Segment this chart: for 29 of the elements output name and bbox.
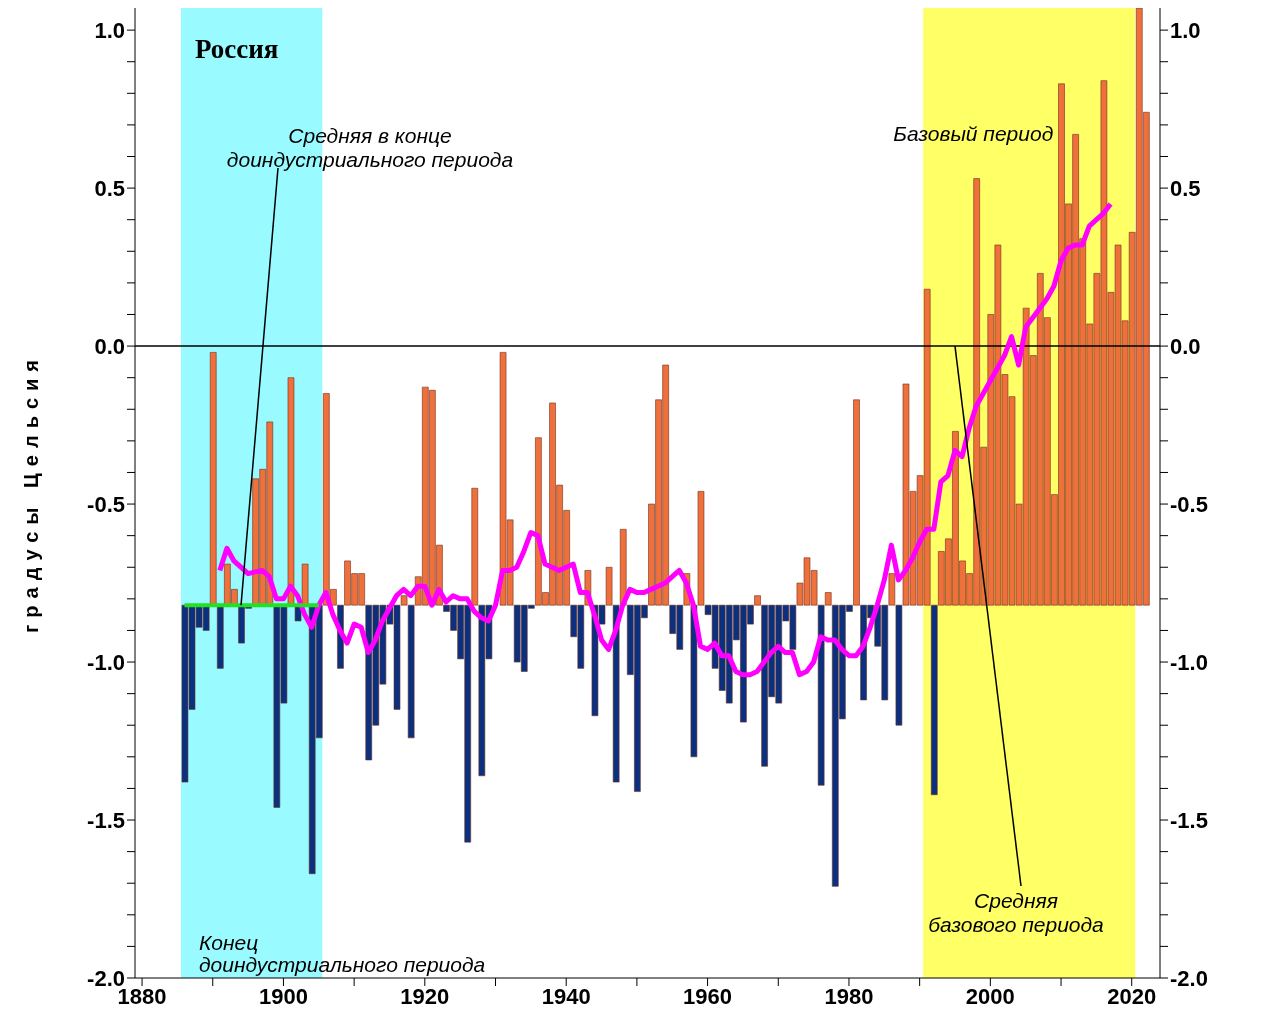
y-tick-label: -1.0 xyxy=(87,649,125,675)
y-tick-label: -1.5 xyxy=(87,807,125,833)
x-tick-label: 1980 xyxy=(824,983,874,1009)
y-tick-label: 0.5 xyxy=(94,175,125,201)
bar xyxy=(209,352,217,606)
y2-tick-label: 1.0 xyxy=(1170,17,1201,43)
y-axis-title: градусы Цельсия xyxy=(20,352,42,634)
y2-tick-label: -0.5 xyxy=(1170,491,1208,517)
bar xyxy=(216,604,224,669)
band-label: Конец доиндустриального периода xyxy=(198,931,486,976)
y2-tick-label: 0.0 xyxy=(1170,333,1201,359)
x-tick-label: 1940 xyxy=(541,983,591,1009)
x-tick-label: 1960 xyxy=(683,983,733,1009)
y-tick-label: 1.0 xyxy=(94,17,125,43)
annotation: Средняя базового периода xyxy=(928,889,1104,936)
y2-tick-label: 0.5 xyxy=(1170,175,1201,201)
y2-tick-label: -1.0 xyxy=(1170,649,1208,675)
y2-tick-label: -2.0 xyxy=(1170,965,1208,991)
y-tick-label: 0.0 xyxy=(94,333,125,359)
bar xyxy=(301,563,309,606)
x-tick-label: 2000 xyxy=(965,983,1015,1009)
x-tick-label: 2020 xyxy=(1107,983,1157,1009)
text: Россия xyxy=(195,34,279,64)
x-tick-label: 1920 xyxy=(400,983,450,1009)
annotation: Средняя в конце доиндустриального периода xyxy=(226,124,514,171)
y-tick-label: -0.5 xyxy=(87,491,125,517)
bar xyxy=(287,377,295,606)
y2-tick-label: -1.5 xyxy=(1170,807,1208,833)
x-tick-label: 1900 xyxy=(258,983,308,1009)
